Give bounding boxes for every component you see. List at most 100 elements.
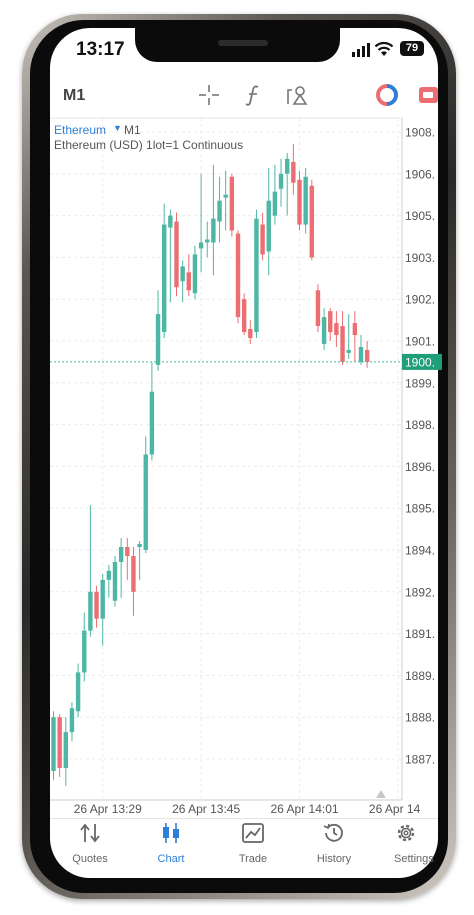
candle-body [334, 323, 339, 336]
nav-chart[interactable]: Chart [136, 822, 206, 865]
candle-body [254, 218, 259, 333]
candle-body [217, 200, 222, 222]
candle-body [51, 717, 56, 771]
bullish-candle [303, 167, 308, 234]
bullish-candle [69, 702, 75, 742]
bearish-candle [340, 311, 345, 365]
time-tick-label: 26 Apr 13:45 [172, 802, 240, 816]
candle-body [168, 215, 173, 228]
bullish-candle [168, 209, 173, 303]
candle-body [155, 314, 161, 365]
nav-settings[interactable]: Settings [380, 822, 438, 865]
crosshair-icon[interactable] [198, 84, 220, 106]
price-tick-label: 1888. [405, 711, 435, 725]
price-tick-label: 1903. [405, 251, 435, 265]
candle-body [223, 194, 228, 198]
candle-body [100, 579, 105, 619]
candle-body [118, 547, 124, 562]
candle-body [309, 185, 314, 258]
candle-body [248, 329, 253, 339]
price-tick-label: 1901. [405, 335, 435, 349]
bullish-candle [278, 158, 284, 207]
timeframe-selector[interactable]: M1 [63, 87, 86, 104]
bearish-candle [131, 547, 136, 616]
candle-body [75, 672, 81, 712]
bearish-candle [291, 143, 296, 195]
bottom-nav-divider [50, 818, 438, 819]
wifi-icon [374, 41, 394, 56]
nav-trade-label: Trade [238, 853, 268, 865]
price-tick-label: 1895. [405, 502, 435, 516]
bullish-candle [82, 612, 87, 682]
bullish-candle [180, 260, 185, 303]
bullish-candle [321, 308, 327, 350]
bearish-candle [229, 173, 235, 237]
candle-body [180, 266, 185, 282]
candle-body [131, 555, 136, 592]
bearish-candle [235, 230, 241, 324]
candle-body [364, 349, 370, 362]
candle-body [63, 732, 68, 768]
history-icon [323, 823, 343, 842]
objects-shapes-icon[interactable] [286, 84, 308, 106]
nav-quotes[interactable]: Quotes [55, 822, 125, 865]
price-tick-label: 1908. [405, 126, 435, 140]
one-click-trading-icon[interactable] [376, 84, 398, 106]
candle-body [88, 591, 93, 631]
candle-body [205, 239, 210, 243]
candle-body [358, 346, 364, 362]
candle-body [328, 311, 333, 333]
candle-body [260, 224, 265, 255]
price-tick-label: 1894. [405, 544, 435, 558]
bullish-candle [346, 314, 351, 359]
bearish-candle [364, 341, 370, 368]
candle-body [186, 272, 191, 291]
candle-body [229, 176, 235, 231]
chart-timeframe-label: M1 [124, 123, 141, 137]
trade-icon [242, 823, 264, 843]
bullish-candle [198, 173, 204, 273]
price-tick-label: 1898. [405, 418, 435, 432]
bullish-candle [155, 290, 161, 371]
candle-body [112, 561, 118, 601]
candle-body [143, 454, 148, 550]
candle-body [94, 591, 99, 619]
price-tick-label: 1887. [405, 753, 435, 767]
symbol-dropdown-icon[interactable]: ▼ [113, 123, 122, 133]
nav-history[interactable]: History [299, 822, 369, 865]
bearish-candle [334, 311, 339, 347]
price-tick-label: 1891. [405, 627, 435, 641]
bearish-candle [309, 179, 314, 261]
nav-history-label: History [316, 853, 352, 865]
scroll-triangle-icon[interactable] [376, 790, 386, 798]
candle-body [340, 326, 345, 362]
indicators-function-icon[interactable] [244, 84, 262, 106]
bullish-candle [112, 555, 118, 607]
bullish-candle [137, 541, 142, 580]
bearish-candle [260, 212, 265, 261]
candle-body [174, 221, 179, 288]
new-order-icon[interactable] [418, 86, 438, 104]
candle-body [235, 233, 241, 318]
symbol-description: Ethereum (USD) 1lot=1 Continuous [54, 138, 244, 152]
nav-quotes-label: Quotes [72, 853, 108, 865]
bearish-candle [186, 254, 191, 297]
bearish-candle [328, 308, 333, 341]
price-tick-label: 1905. [405, 209, 435, 223]
candle-body [198, 242, 204, 249]
price-tick-label: 1896. [405, 460, 435, 474]
bullish-candle [217, 176, 222, 243]
price-tick-label: 1906. [405, 167, 435, 181]
nav-settings-label: Settings [394, 853, 434, 865]
bullish-candle [211, 164, 216, 276]
candle-body [162, 224, 167, 333]
nav-trade[interactable]: Trade [218, 822, 288, 865]
bullish-candle [51, 711, 56, 780]
symbol-name[interactable]: Ethereum [54, 123, 107, 137]
quotes-icon [80, 823, 100, 843]
bullish-candle [75, 663, 81, 718]
bullish-candle [100, 573, 105, 646]
settings-gear-icon [397, 824, 415, 842]
candle-body [315, 290, 321, 327]
